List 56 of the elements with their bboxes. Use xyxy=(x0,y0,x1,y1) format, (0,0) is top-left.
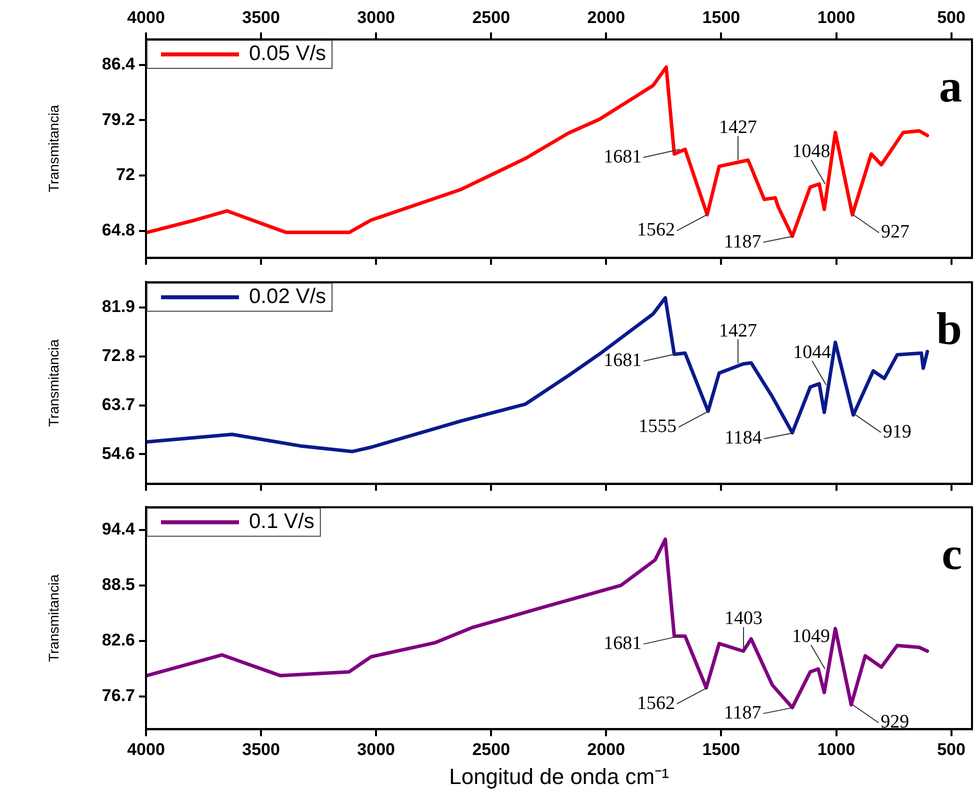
y-tick-label: 82.6 xyxy=(102,630,135,650)
annotation: 1555 xyxy=(638,416,677,438)
x-tick-label: 3000 xyxy=(357,740,395,760)
annotation: 1427 xyxy=(719,320,758,342)
y-tick-label: 54.6 xyxy=(102,444,135,463)
x-tick-label: 2000 xyxy=(587,740,626,760)
y-tick-label: 88.5 xyxy=(102,574,135,594)
x2-tick-label: 2500 xyxy=(472,8,510,27)
y-axis-title: Transmitancia xyxy=(45,104,62,192)
x-tick-label: 1000 xyxy=(817,740,856,760)
annotation: 1427 xyxy=(719,117,758,138)
x-axis-title: Longitud de onda cm⁻¹ xyxy=(449,764,669,789)
annotation: 1187 xyxy=(724,702,762,724)
x-tick-label: 3500 xyxy=(242,740,280,760)
annotation: 1681 xyxy=(604,146,642,168)
x2-tick-label: 2000 xyxy=(587,8,626,27)
annotation: 1562 xyxy=(636,692,675,714)
y-tick-label: 81.9 xyxy=(102,297,135,316)
x-tick-label: 2500 xyxy=(472,740,510,760)
annotation: 1681 xyxy=(604,633,642,654)
annotation: 1044 xyxy=(793,342,832,363)
y-tick-label: 86.4 xyxy=(102,54,136,74)
x2-tick-label: 1000 xyxy=(817,8,856,27)
y-tick-label: 72.8 xyxy=(102,346,135,366)
x-tick-label: 1500 xyxy=(702,740,740,760)
annotation: 919 xyxy=(882,421,912,442)
x2-tick-label: 4000 xyxy=(127,8,165,27)
annotation: 929 xyxy=(880,712,910,733)
annotation: b xyxy=(936,303,962,354)
x2-tick-label: 3000 xyxy=(357,8,395,27)
y-tick-label: 79.2 xyxy=(102,110,135,129)
x2-tick-label: 1500 xyxy=(702,8,740,27)
annotation: c xyxy=(942,528,962,580)
x2-tick-label: 500 xyxy=(937,8,966,27)
annotation: 1187 xyxy=(724,231,762,252)
annotation: 927 xyxy=(881,222,910,243)
annotation: 1403 xyxy=(724,608,763,630)
annotation: 1048 xyxy=(792,140,830,162)
annotation: 1562 xyxy=(636,220,675,241)
y-tick-label: 63.7 xyxy=(102,395,135,414)
y-axis-title: Transmitancia xyxy=(45,574,62,662)
y-tick-label: 76.7 xyxy=(102,686,135,705)
y-tick-label: 64.8 xyxy=(102,220,135,240)
y-tick-label: 94.4 xyxy=(102,519,136,538)
x-tick-label: 4000 xyxy=(127,740,165,760)
annotation: 1049 xyxy=(792,626,830,647)
annotation: a xyxy=(939,60,962,112)
x2-tick-label: 3500 xyxy=(242,8,280,27)
legend-label: 0.02 V/s xyxy=(249,284,326,308)
y-tick-label: 72 xyxy=(116,165,135,184)
legend-label: 0.05 V/s xyxy=(249,42,326,66)
x-tick-label: 500 xyxy=(937,740,966,760)
legend-label: 0.1 V/s xyxy=(249,510,314,533)
annotation: 1681 xyxy=(604,350,642,372)
y-axis-title: Transmitancia xyxy=(45,339,62,427)
annotation: 1184 xyxy=(724,428,762,449)
